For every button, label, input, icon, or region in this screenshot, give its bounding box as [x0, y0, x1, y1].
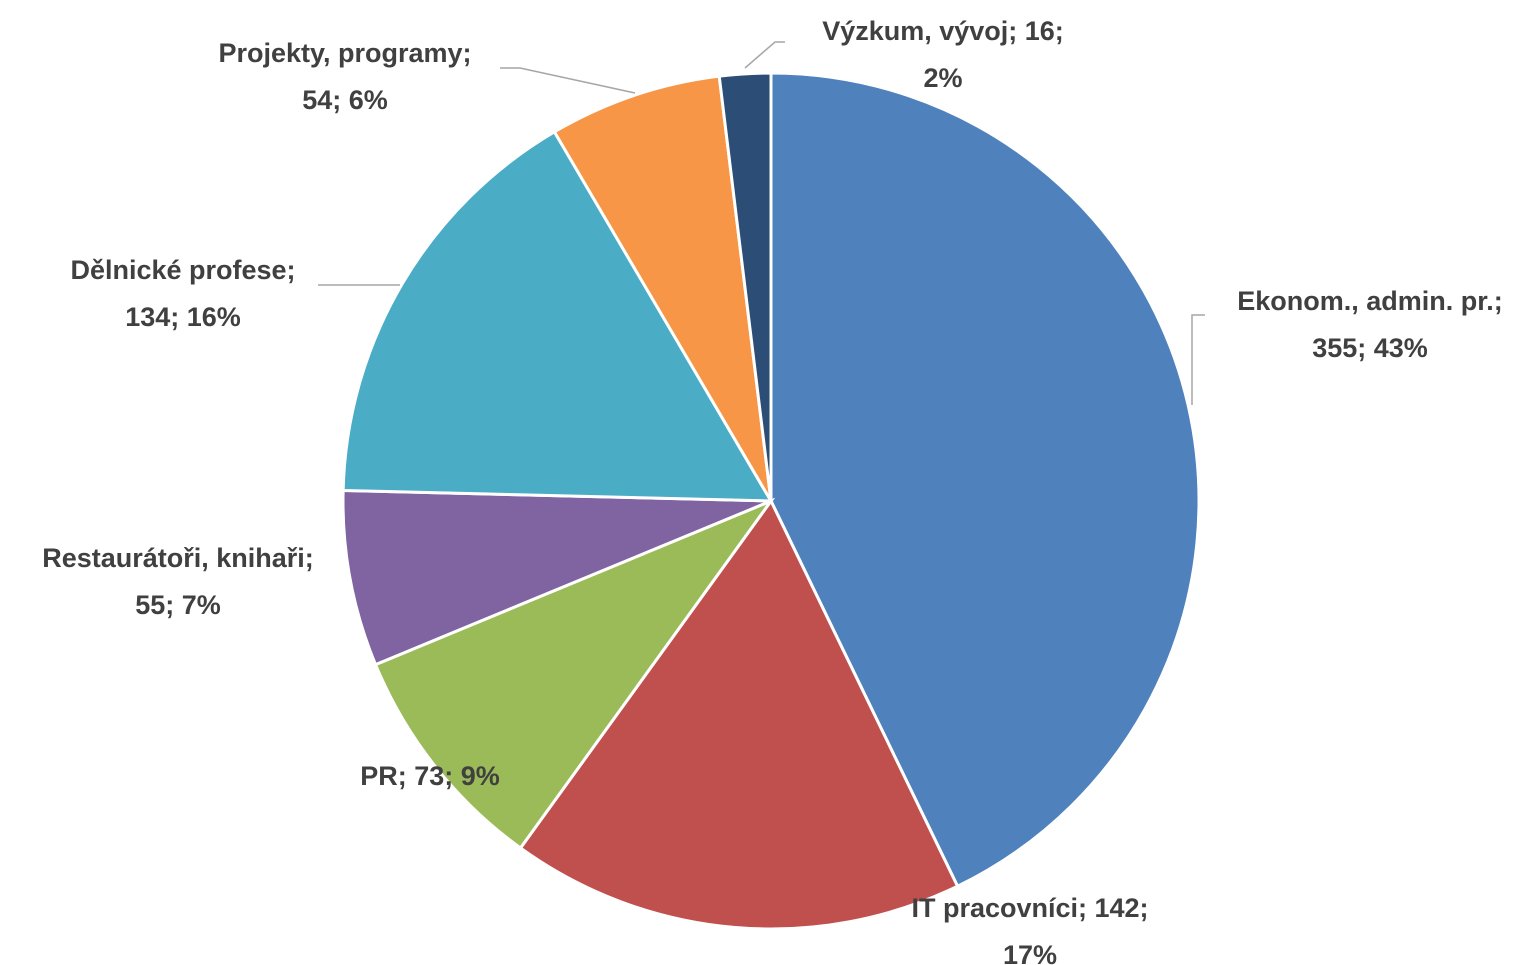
data-label-line: Výzkum, vývoj; 16; — [822, 16, 1064, 46]
data-label-line: IT pracovníci; 142; — [911, 893, 1148, 923]
leader-line — [500, 67, 636, 94]
pie-slice — [518, 498, 960, 931]
data-label-line: Dělnické profese; — [70, 255, 295, 285]
data-label: IT pracovníci; 142; 17% — [911, 893, 1148, 965]
data-label: Výzkum, vývoj; 16; 2% — [822, 16, 1064, 93]
leader-line — [744, 41, 785, 69]
data-label: Restaurátoři, knihaři; 55; 7% — [42, 543, 314, 620]
data-label-line: 55; 7% — [135, 590, 221, 620]
data-label-line: 134; 16% — [125, 302, 241, 332]
pie-slice — [341, 129, 774, 503]
pie-slice — [552, 74, 773, 502]
data-label-line: 54; 6% — [302, 85, 388, 115]
data-label-line: Ekonom., admin. pr.; — [1237, 286, 1503, 316]
pie-slice — [717, 71, 773, 502]
data-label: Ekonom., admin. pr.; 355; 43% — [1237, 286, 1503, 363]
pie-slice — [373, 497, 776, 851]
data-label-line: Restaurátoři, knihaři; — [42, 543, 314, 573]
data-label-line: 17% — [1003, 940, 1057, 965]
leader-line — [1191, 314, 1205, 405]
data-label-line: 355; 43% — [1312, 333, 1428, 363]
data-label-line: 2% — [923, 63, 962, 93]
data-label: Projekty, programy; 54; 6% — [218, 38, 471, 115]
data-label-line: PR; 73; 9% — [360, 761, 500, 791]
pie-slice — [769, 71, 1201, 889]
pie-slice — [341, 488, 772, 667]
data-label-line: Projekty, programy; — [218, 38, 471, 68]
data-label: PR; 73; 9% — [360, 761, 500, 791]
data-label: Dělnické profese; 134; 16% — [70, 255, 295, 332]
